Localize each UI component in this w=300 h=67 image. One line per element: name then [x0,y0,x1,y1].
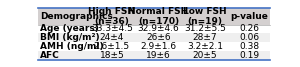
Text: 31.2±5.5: 31.2±5.5 [184,24,226,33]
Text: AMH (ng/ml): AMH (ng/ml) [40,42,104,51]
Text: Low FSH
(n=19): Low FSH (n=19) [183,7,227,26]
Bar [38,42,270,51]
Bar [38,8,270,25]
Bar [38,25,270,33]
Text: Demographics: Demographics [40,12,113,21]
Text: Age (years): Age (years) [40,24,99,33]
Text: 0.19: 0.19 [239,51,259,60]
Text: 32.9±4.6: 32.9±4.6 [137,24,179,33]
Text: 3.2±2.1: 3.2±2.1 [187,42,223,51]
Text: 2.9±1.6: 2.9±1.6 [140,42,176,51]
Text: 20±5: 20±5 [193,51,217,60]
Text: AFC: AFC [40,51,60,60]
Text: Normal FSH
(n=170): Normal FSH (n=170) [128,7,188,26]
Bar [38,33,270,42]
Text: p-value: p-value [230,12,268,21]
Text: 33.3±4.5: 33.3±4.5 [91,24,133,33]
Text: 0.26: 0.26 [239,24,259,33]
Text: High FSH
(n=36): High FSH (n=36) [88,7,135,26]
Bar [38,51,270,60]
Text: BMI (kg/m²): BMI (kg/m²) [40,33,100,42]
Text: 0.06: 0.06 [239,33,259,42]
Text: 0.38: 0.38 [239,42,259,51]
Text: 18±5: 18±5 [100,51,124,60]
Text: 28±7: 28±7 [193,33,217,42]
Text: 2.6±1.5: 2.6±1.5 [94,42,130,51]
Text: 24±4: 24±4 [100,33,124,42]
Text: 26±6: 26±6 [146,33,171,42]
Text: 19±6: 19±6 [146,51,171,60]
